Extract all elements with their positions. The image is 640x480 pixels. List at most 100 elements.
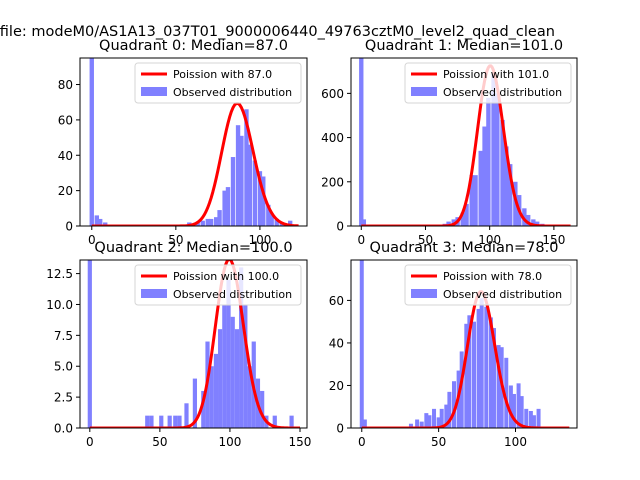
histogram-bar-23 (260, 390, 265, 428)
legend-frame (134, 264, 302, 306)
y-tick-label: 0 (336, 422, 344, 436)
histogram-bar-14 (495, 93, 500, 226)
subplot-quadrant-2: 0 50 100 150 0.0 2.5 5.0 7.5 10.0 12.5 Quadrant 2:… (46, 240, 311, 449)
histogram-bar-6 (427, 415, 432, 428)
subplot-grid: 0 50 100 0 20 40 60 80 Quadrant 0: Median=87.0 Po… (46, 38, 578, 449)
plot-area (89, 58, 299, 226)
histogram-bar-25 (504, 357, 509, 428)
histogram-bar-9 (201, 390, 206, 428)
histogram-bar-11 (482, 126, 487, 226)
y-tick-label: 400 (321, 131, 344, 145)
histogram-bar-21 (488, 317, 493, 428)
histogram-bar-29 (519, 396, 524, 428)
y-tick-label: 600 (321, 87, 344, 101)
y-tick-label: 0 (65, 220, 73, 234)
histogram-bar-26 (508, 385, 513, 428)
x-tick-label: 0 (86, 435, 94, 449)
legend-observed-label: Observed distribution (443, 288, 562, 301)
histogram-bar-10 (217, 210, 222, 226)
histogram-bar-5 (195, 222, 200, 226)
legend-poisson-label: Poission with 78.0 (443, 270, 542, 283)
y-tick-label: 0 (336, 220, 344, 234)
histogram-bar-8 (208, 218, 214, 226)
histogram-bar-3 (415, 419, 420, 428)
x-tick-label: 150 (289, 435, 312, 449)
histogram-bar-11 (222, 190, 227, 226)
histogram-bar-0 (359, 260, 364, 428)
x-tick-label: 50 (431, 435, 446, 449)
histogram-bar-0 (89, 58, 94, 226)
histogram-bar-2 (97, 218, 103, 226)
axes-frame (350, 259, 578, 429)
histogram-bar-16 (504, 146, 509, 226)
subplot-title: Quadrant 2: Median=100.0 (94, 240, 292, 256)
histogram-bar-13 (491, 73, 496, 226)
x-tick-label: 0 (358, 435, 366, 449)
histogram-bar-5 (173, 415, 178, 428)
x-tick-label: 100 (478, 233, 501, 247)
histogram-bar-12 (452, 381, 457, 428)
x-tick-label: 150 (542, 233, 565, 247)
legend-observed-label: Observed distribution (443, 86, 562, 99)
histogram-bar-16 (230, 316, 235, 428)
histogram-bar-17 (234, 329, 240, 428)
subplot-title: Quadrant 1: Median=101.0 (365, 38, 563, 54)
histogram-bar-7 (205, 218, 210, 226)
y-tick-label: 40 (58, 149, 73, 163)
y-tick-label: 60 (329, 294, 344, 308)
legend-observed-swatch (141, 87, 167, 96)
legend: Poission with 87.0 Observed distribution (134, 62, 302, 104)
x-tick-label: 0 (88, 233, 96, 247)
plot-area (87, 260, 301, 428)
y-tick-label: 40 (329, 336, 344, 350)
histogram-bar-17 (247, 144, 253, 226)
histogram-bar-4 (419, 421, 424, 428)
histogram-bar-23 (535, 221, 540, 226)
y-tick-label: 0.0 (54, 422, 73, 436)
histogram-bar-32 (531, 415, 536, 428)
histogram-bar-8 (436, 417, 441, 428)
axes-frame (350, 57, 578, 227)
histogram-bar-3 (159, 415, 164, 428)
legend-observed-label: Observed distribution (173, 86, 292, 99)
y-tick-label: 20 (329, 379, 344, 393)
histogram-bar-26 (289, 415, 294, 428)
x-tick-label: 100 (248, 233, 271, 247)
histogram-bar-16 (244, 109, 249, 226)
histogram-bar-25 (272, 415, 277, 428)
histogram-bar-1 (362, 419, 367, 428)
histogram-bar-2 (149, 415, 154, 428)
histogram-bar-15 (464, 323, 469, 428)
histogram-bar-0 (359, 58, 364, 226)
histogram-bar-7 (464, 203, 469, 226)
histogram-bar-6 (177, 415, 182, 428)
histogram-bar-13 (218, 329, 223, 428)
histogram-bar-20 (261, 176, 266, 226)
axes-frame (79, 259, 308, 429)
plot-area (359, 260, 570, 428)
histogram-bar-18 (476, 308, 481, 428)
histogram-bar-12 (213, 353, 219, 428)
legend-poisson-label: Poission with 87.0 (173, 68, 272, 81)
histogram-bar-19 (479, 298, 484, 428)
histogram-bar-18 (239, 267, 244, 428)
x-tick-label: 50 (152, 435, 167, 449)
histogram-bar-4 (167, 415, 172, 428)
histogram-bar-11 (209, 366, 214, 428)
histogram-bar-15 (226, 279, 231, 428)
histogram-bar-31 (528, 410, 533, 428)
histogram-bar-26 (287, 220, 293, 226)
legend-observed-label: Observed distribution (173, 288, 292, 301)
histogram-bar-3 (103, 222, 108, 226)
histogram-bar-5 (424, 413, 429, 428)
x-tick-label: 50 (418, 233, 433, 247)
histogram-bar-8 (469, 175, 474, 226)
histogram-bar-28 (516, 383, 521, 428)
x-tick-label: 0 (357, 233, 365, 247)
y-tick-label: 12.5 (46, 267, 73, 281)
x-tick-label: 100 (504, 435, 527, 449)
histogram-bar-22 (491, 328, 496, 428)
histogram-bar-10 (444, 404, 449, 428)
histogram-bar-17 (508, 164, 513, 226)
